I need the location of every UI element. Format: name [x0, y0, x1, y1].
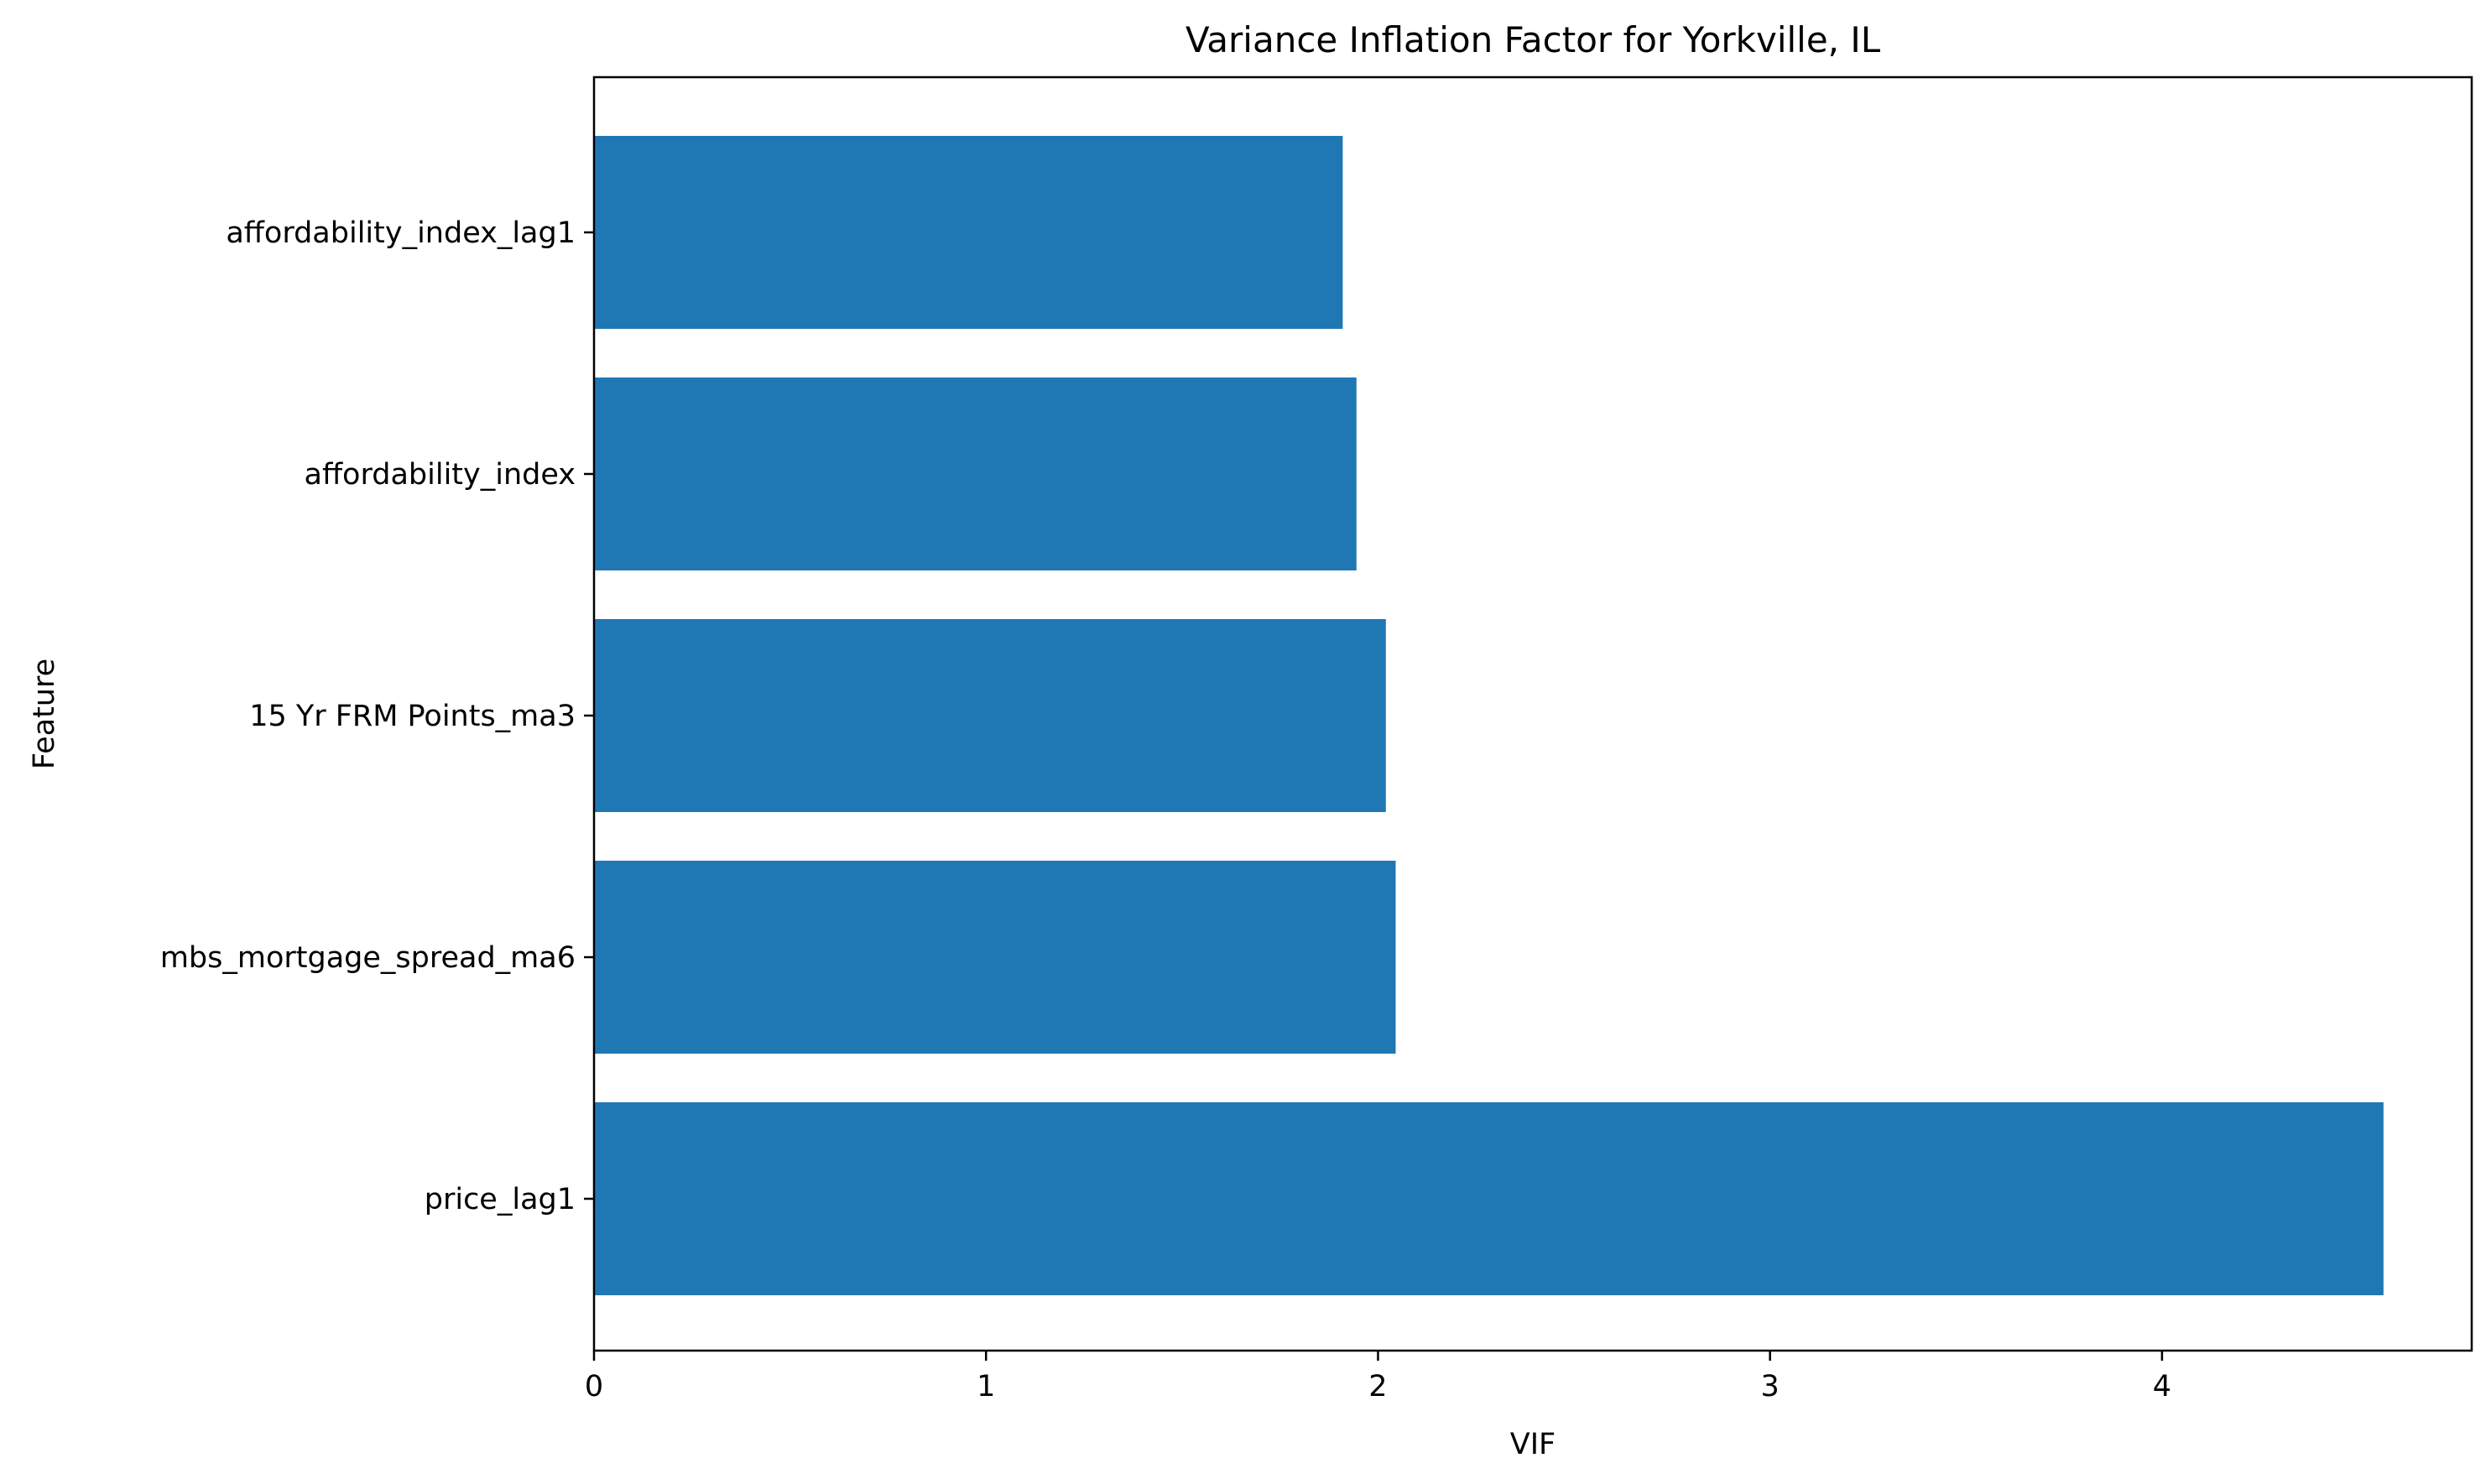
bar-affordability-index [594, 378, 1357, 570]
x-tick-label: 2 [1368, 1370, 1387, 1403]
x-axis-ticks: 0 1 2 3 4 [585, 1351, 2171, 1403]
bar-15-yr-frm-points-ma3 [594, 619, 1386, 812]
plot-frame [592, 76, 2473, 1352]
bar-affordability-index-lag1 [594, 136, 1343, 329]
y-tick-label: 15 Yr FRM Points_ma3 [249, 700, 576, 733]
y-tick-label: affordability_index [305, 458, 576, 492]
bar-price-lag1 [594, 1102, 2384, 1295]
y-axis-label: Feature [28, 659, 61, 769]
x-axis-label: VIF [1510, 1428, 1556, 1461]
y-axis-ticks: affordability_index_lag1 affordability_in… [160, 216, 594, 1216]
bar-mbs-mortgage-spread-ma6 [594, 861, 1396, 1054]
y-tick-label: affordability_index_lag1 [226, 216, 576, 250]
bars-group [594, 136, 2384, 1295]
x-tick-label: 4 [2153, 1370, 2171, 1403]
x-tick-label: 0 [585, 1370, 603, 1403]
y-tick-label: mbs_mortgage_spread_ma6 [160, 941, 576, 975]
chart-title: Variance Inflation Factor for Yorkville,… [1186, 19, 1881, 60]
x-tick-label: 1 [977, 1370, 995, 1403]
x-tick-label: 3 [1761, 1370, 1780, 1403]
y-tick-label: price_lag1 [425, 1183, 576, 1216]
